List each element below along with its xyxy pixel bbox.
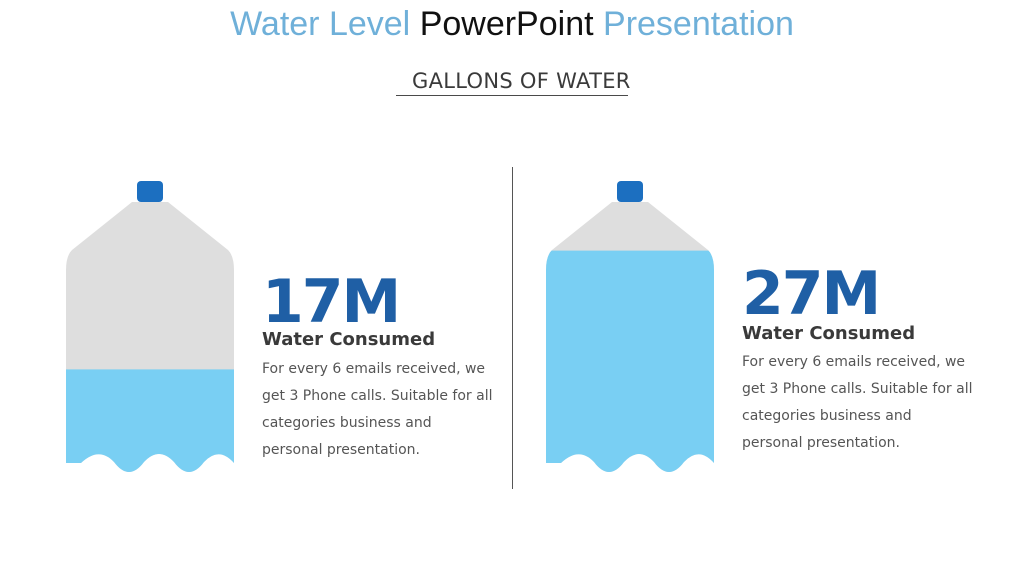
stat-value-right: 27M bbox=[742, 259, 881, 329]
title-part-1: Water Level bbox=[230, 5, 411, 43]
stat-description-left: For every 6 emails received, we get 3 Ph… bbox=[262, 361, 493, 458]
stat-label-left: Water Consumed bbox=[262, 329, 436, 350]
cap-right bbox=[617, 181, 643, 202]
subtitle-underline bbox=[396, 95, 628, 96]
subtitle: GALLONS OF WATER bbox=[412, 69, 631, 93]
title-part-2: PowerPoint bbox=[419, 5, 594, 43]
cap-left bbox=[137, 181, 163, 202]
water-bottle-left bbox=[66, 181, 234, 472]
water-fill-left bbox=[66, 369, 234, 472]
stat-description-right: For every 6 emails received, we get 3 Ph… bbox=[742, 354, 973, 451]
slide-title: Water Level PowerPoint Presentation bbox=[0, 2, 1024, 46]
stat-value-left: 17M bbox=[262, 267, 401, 337]
stat-label-right: Water Consumed bbox=[742, 323, 916, 344]
center-divider bbox=[512, 167, 513, 489]
title-part-3: Presentation bbox=[603, 5, 794, 43]
water-bottle-right bbox=[546, 181, 714, 472]
water-fill-right bbox=[546, 250, 714, 472]
